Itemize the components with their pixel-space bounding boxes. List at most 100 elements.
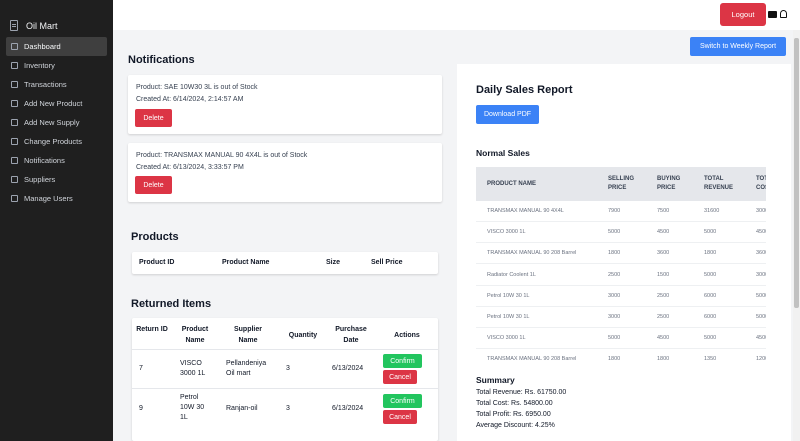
table-cell: 3000 — [756, 208, 766, 214]
column-header: Return ID — [136, 326, 168, 333]
normal-sales-title: Normal Sales — [476, 148, 530, 158]
sidebar-item-label: Suppliers — [24, 175, 56, 184]
table-cell: VISCO 3000 1L — [487, 229, 526, 236]
returned-items-table: Return ID Product Name Supplier Name Qua… — [132, 318, 438, 441]
table-cell: 1800 — [657, 356, 670, 363]
purchase-date: 6/13/2024 — [332, 365, 364, 372]
daily-sales-report: Daily Sales Report Download PDF Normal S… — [457, 64, 791, 441]
sidebar-item-add-new-product[interactable]: Add New Product — [6, 94, 107, 113]
report-title: Daily Sales Report — [476, 84, 573, 96]
sidebar-item-transactions[interactable]: Transactions — [6, 75, 107, 94]
table-row: Petrol 10W 30 1L 3000 2500 6000 5000 — [476, 307, 766, 328]
purchase-date: 6/13/2024 — [332, 405, 364, 412]
logout-button[interactable]: Logout — [720, 3, 766, 26]
oil-mart-logo-icon — [10, 20, 18, 31]
column-header: Quantity — [288, 332, 318, 339]
table-cell: 4500 — [657, 229, 670, 236]
sidebar-item-dashboard[interactable]: Dashboard — [6, 37, 107, 56]
column-header: Purchase Date — [335, 326, 367, 344]
sidebar-item-label: Add New Supply — [24, 118, 80, 127]
table-cell: 4500 — [756, 229, 766, 236]
table-cell: Petrol 10W 30 1L — [487, 292, 530, 299]
table-cell: 1800 — [608, 356, 621, 363]
total-profit: Total Profit: Rs. 6950.00 — [476, 411, 551, 418]
table-cell: 5000 — [704, 335, 717, 342]
sidebar-item-notifications[interactable]: Notifications — [6, 151, 107, 170]
column-header: TOTAL REVENUE — [704, 176, 734, 191]
sidebar-item-label: Dashboard — [24, 42, 61, 51]
table-cell: 5000 — [756, 314, 766, 320]
table-cell: 7900 — [608, 208, 621, 214]
box-icon — [11, 100, 18, 107]
sidebar-item-manage-users[interactable]: Manage Users — [6, 189, 107, 208]
table-cell: 2500 — [657, 292, 670, 299]
return-id: 9 — [139, 405, 143, 412]
chat-icon[interactable] — [768, 11, 777, 18]
table-row: Petrol 10W 30 1L 3000 2500 6000 5000 — [476, 286, 766, 307]
bell-icon[interactable] — [780, 10, 787, 18]
table-row: TRANSMAX MANUAL 90 208 Barrel 1800 3600 180… — [476, 243, 766, 265]
products-title: Products — [131, 231, 179, 243]
sidebar-item-label: Manage Users — [24, 194, 73, 203]
table-header: PRODUCT NAME SELLING PRICE BUYING PRICE … — [476, 167, 766, 201]
sidebar-nav: Dashboard Inventory Transactions Add New… — [0, 37, 113, 208]
sidebar-item-label: Inventory — [24, 61, 55, 70]
notification-message: Product: TRANSMAX MANUAL 90 4X4L is out … — [136, 152, 308, 159]
delete-notification-button[interactable]: Delete — [135, 109, 172, 127]
column-header: Product Name — [181, 326, 209, 344]
table-cell: 1800 — [608, 250, 621, 257]
notification-message: Product: SAE 10W30 3L is out of Stock — [136, 84, 258, 91]
box-icon — [11, 119, 18, 126]
confirm-button[interactable]: Confirm — [383, 394, 422, 408]
notification-created-at: Created At: 6/14/2024, 2:14:57 AM — [136, 96, 244, 103]
download-pdf-button[interactable]: Download PDF — [476, 105, 539, 124]
table-cell: 7500 — [657, 208, 670, 214]
sidebar: Oil Mart Dashboard Inventory Transaction… — [0, 0, 113, 441]
sidebar-item-change-products[interactable]: Change Products — [6, 132, 107, 151]
column-header: BUYING PRICE — [657, 176, 681, 191]
products-table: Product ID Product Name Size Sell Price — [132, 252, 438, 274]
column-header: Product ID — [139, 259, 175, 266]
table-row: Radiator Coolent 1L 2500 1500 5000 3000 — [476, 265, 766, 286]
summary-title: Summary — [476, 375, 515, 385]
sidebar-item-suppliers[interactable]: Suppliers — [6, 170, 107, 189]
notifications-title: Notifications — [128, 54, 195, 66]
table-cell: 5000 — [704, 271, 717, 278]
table-cell: 2500 — [608, 271, 621, 278]
product-name: VISCO 3000 1L — [180, 360, 206, 377]
table-row: VISCO 3000 1L 5000 4500 5000 4500 — [476, 222, 766, 244]
table-row: TRANSMAX MANUAL 90 4X4L 7900 7500 31600 3000 — [476, 201, 766, 222]
dashboard-icon — [11, 43, 18, 50]
notification-card: Product: SAE 10W30 3L is out of Stock Cr… — [128, 75, 442, 134]
confirm-button[interactable]: Confirm — [383, 354, 422, 368]
table-cell: 3000 — [756, 271, 766, 278]
page-scrollbar[interactable] — [793, 30, 800, 441]
row-divider — [132, 388, 438, 389]
table-cell: 1500 — [657, 271, 670, 278]
column-header: SELLING PRICE — [608, 176, 635, 191]
table-cell: Radiator Coolent 1L — [487, 271, 536, 278]
sidebar-item-inventory[interactable]: Inventory — [6, 56, 107, 75]
table-cell: 5000 — [608, 335, 621, 342]
sidebar-item-add-new-supply[interactable]: Add New Supply — [6, 113, 107, 132]
delete-notification-button[interactable]: Delete — [135, 176, 172, 194]
cancel-button[interactable]: Cancel — [383, 410, 417, 424]
normal-sales-table: PRODUCT NAME SELLING PRICE BUYING PRICE … — [476, 167, 766, 369]
inventory-icon — [11, 62, 18, 69]
cancel-button[interactable]: Cancel — [383, 370, 417, 384]
scrollbar-thumb[interactable] — [794, 38, 799, 308]
top-bar: Logout — [113, 0, 800, 30]
switch-weekly-report-button[interactable]: Switch to Weekly Report — [690, 37, 786, 56]
box-icon — [11, 138, 18, 145]
quantity: 3 — [286, 405, 290, 412]
table-cell: TRANSMAX MANUAL 90 208 Barrel — [487, 250, 577, 257]
app-title: Oil Mart — [26, 20, 58, 31]
table-cell: 3000 — [608, 292, 621, 299]
table-cell: 3000 — [608, 314, 621, 320]
table-cell: 2500 — [657, 314, 670, 320]
table-row: TRANSMAX MANUAL 90 208 Barrel 1800 1800 135… — [476, 349, 766, 369]
sidebar-item-label: Add New Product — [24, 99, 83, 108]
table-cell: 31600 — [704, 208, 720, 214]
table-cell: 5000 — [756, 292, 766, 299]
column-header: Actions — [394, 332, 420, 339]
